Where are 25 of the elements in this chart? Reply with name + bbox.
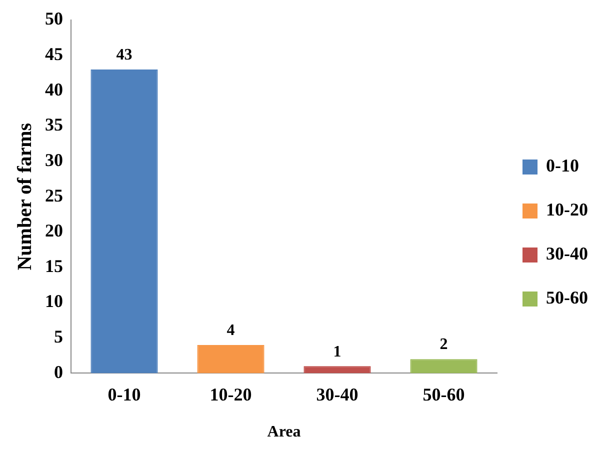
y-tick-label: 45 [45,44,63,64]
x-tick-label: 0-10 [108,384,141,405]
x-axis-title: Area [267,424,301,441]
y-tick-label: 0 [54,362,63,382]
y-tick-label: 15 [45,256,63,276]
y-tick-label: 25 [45,185,63,206]
x-tick-label: 10-20 [210,384,252,405]
legend-label: 50-60 [546,288,588,308]
data-label: 43 [116,46,132,64]
data-label: 2 [440,336,448,354]
y-axis-title: Number of farms [14,122,36,270]
legend-label: 30-40 [546,244,588,264]
y-tick-label: 35 [45,114,63,135]
y-tick-label: 5 [54,326,63,347]
y-tick-label: 40 [45,79,63,100]
data-label: 1 [333,343,342,360]
y-tick-label: 30 [45,150,63,170]
y-tick-label: 20 [45,220,63,241]
y-tick-label: 50 [45,8,63,29]
legend-label: 10-20 [546,200,588,220]
x-tick-label: 30-40 [316,384,358,405]
data-label: 4 [226,322,235,340]
x-tick-label: 50-60 [422,384,465,405]
y-tick-label: 10 [45,291,63,312]
legend-label: 0-10 [546,156,580,176]
